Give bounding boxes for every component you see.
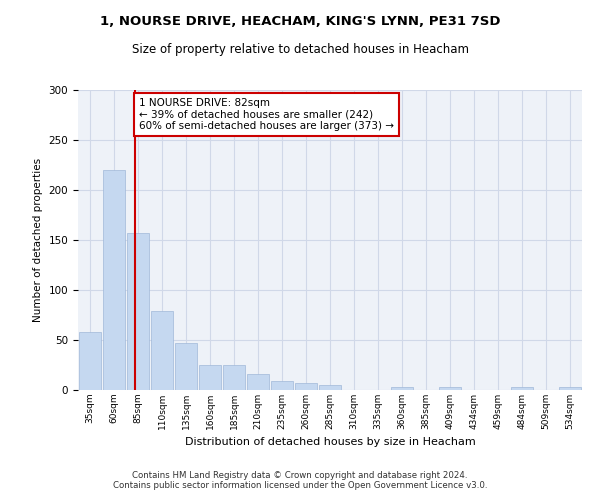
Bar [319,385,341,390]
Bar [199,365,221,390]
Bar [247,374,269,390]
Y-axis label: Number of detached properties: Number of detached properties [33,158,43,322]
Bar [175,343,197,390]
Bar [79,332,101,390]
Bar [223,365,245,390]
Bar [151,311,173,390]
Bar [103,170,125,390]
Text: Size of property relative to detached houses in Heacham: Size of property relative to detached ho… [131,42,469,56]
Bar [127,233,149,390]
Bar [295,383,317,390]
Bar [391,387,413,390]
Bar [439,387,461,390]
Text: 1 NOURSE DRIVE: 82sqm
← 39% of detached houses are smaller (242)
60% of semi-det: 1 NOURSE DRIVE: 82sqm ← 39% of detached … [139,98,394,131]
Text: Contains HM Land Registry data © Crown copyright and database right 2024.
Contai: Contains HM Land Registry data © Crown c… [113,470,487,490]
Bar [271,381,293,390]
Bar [559,387,581,390]
Bar [511,387,533,390]
X-axis label: Distribution of detached houses by size in Heacham: Distribution of detached houses by size … [185,438,475,448]
Text: 1, NOURSE DRIVE, HEACHAM, KING'S LYNN, PE31 7SD: 1, NOURSE DRIVE, HEACHAM, KING'S LYNN, P… [100,15,500,28]
